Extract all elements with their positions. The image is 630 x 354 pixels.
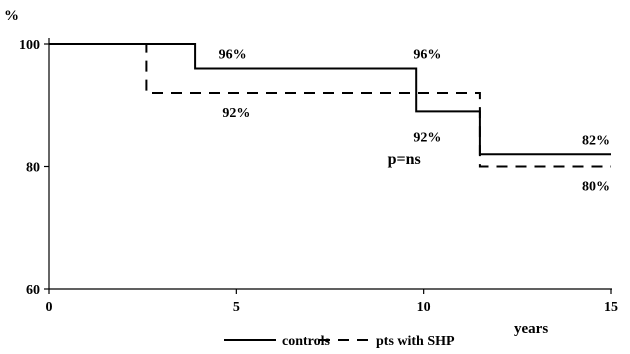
x-tick-label: 15 bbox=[604, 300, 618, 315]
data-label: 82% bbox=[582, 133, 610, 148]
data-label: 92% bbox=[222, 106, 250, 121]
series-line-controls bbox=[49, 43, 611, 156]
data-label: 80% bbox=[582, 180, 610, 195]
x-axis-label: years bbox=[514, 321, 548, 337]
legend-label-controls: controls bbox=[282, 334, 331, 349]
x-tick-label: 10 bbox=[417, 300, 431, 315]
y-tick-label: 60 bbox=[26, 283, 40, 298]
x-tick-label: 0 bbox=[46, 300, 53, 315]
data-label: 92% bbox=[413, 130, 441, 145]
p-value-annotation: p=ns bbox=[388, 151, 421, 168]
data-label: 96% bbox=[413, 48, 441, 63]
data-labels: 96% 96% 92% 82% 92% 80% p=ns bbox=[219, 48, 610, 195]
y-tick-label: 100 bbox=[19, 38, 40, 53]
series-line-shp bbox=[49, 43, 611, 168]
data-label: 96% bbox=[219, 48, 247, 63]
x-tick-label: 5 bbox=[233, 300, 240, 315]
legend-label-shp: pts with SHP bbox=[376, 334, 455, 349]
series-layer bbox=[49, 43, 611, 168]
y-axis-label: % bbox=[4, 8, 19, 24]
legend: controls pts with SHP bbox=[224, 334, 455, 349]
axes: 60 80 100 0 5 10 15% years bbox=[4, 8, 618, 337]
y-tick-label: 80 bbox=[26, 161, 40, 176]
